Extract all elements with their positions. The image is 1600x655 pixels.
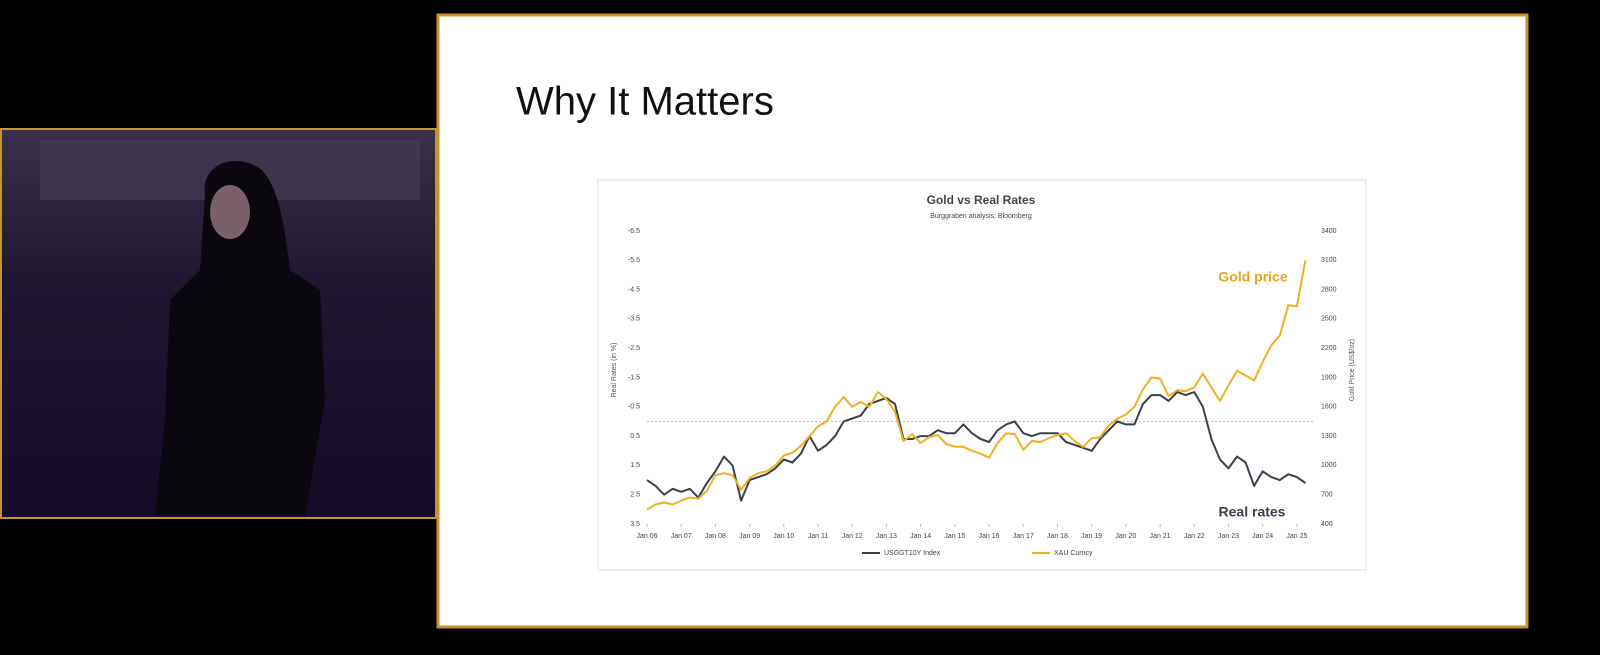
y-tick-label: -6.5 [628,228,640,235]
y2-tick-label: 3100 [1321,257,1337,264]
x-tick-label: Jan 07 [671,533,692,540]
y-tick-label: -2.5 [628,345,640,352]
x-tick-label: Jan 13 [876,533,897,540]
chart-title: Gold vs Real Rates [927,193,1036,207]
y-tick-label: 3.5 [630,521,640,528]
y2-tick-label: 1000 [1321,462,1337,469]
x-tick-label: Jan 24 [1252,533,1273,540]
x-tick-label: Jan 25 [1286,533,1307,540]
slide-title: Why It Matters [516,80,774,124]
x-tick-label: Jan 06 [636,533,657,540]
speaker-silhouette [155,160,325,516]
x-tick-label: Jan 11 [808,533,829,540]
y2-tick-label: 2200 [1321,345,1337,352]
y-tick-label: 0.5 [630,433,640,440]
y2-tick-label: 1600 [1321,404,1337,411]
series-line [646,391,1306,502]
series-line [646,260,1307,511]
x-tick-label: Jan 12 [842,533,863,540]
x-tick-label: Jan 22 [1184,533,1205,540]
x-tick-label: Jan 08 [705,533,726,540]
x-tick-label: Jan 18 [1047,533,1068,540]
y-tick-label: -4.5 [628,286,640,293]
y-tick-label: -3.5 [628,316,640,323]
x-tick-label: Jan 17 [1013,533,1034,540]
x-tick-label: Jan 16 [979,533,1000,540]
x-tick-label: Jan 19 [1081,533,1102,540]
legend-label: USGGT10Y Index [884,550,941,557]
y2-axis-label: Gold Price (US$/oz) [1349,339,1356,401]
y-tick-label: -5.5 [628,257,640,264]
x-tick-label: Jan 23 [1218,533,1239,540]
y2-tick-label: 2800 [1321,286,1337,293]
y2-tick-label: 700 [1321,492,1333,499]
y-axis-label: Real Rates (in %) [611,343,618,398]
x-tick-label: Jan 09 [739,533,760,540]
y-tick-label: 2.5 [630,492,640,499]
annotation: Gold price [1218,269,1287,285]
x-tick-label: Jan 14 [910,533,931,540]
chart-box [597,179,1367,571]
y-tick-label: 1.5 [630,462,640,469]
x-tick-label: Jan 20 [1115,533,1136,540]
x-tick-label: Jan 10 [773,533,794,540]
y-tick-label: -0.5 [628,404,640,411]
annotation: Real rates [1219,504,1286,520]
y2-tick-label: 2500 [1321,316,1337,323]
y-tick-label: -1.5 [628,374,640,381]
x-tick-label: Jan 21 [1150,533,1171,540]
y2-tick-label: 1300 [1321,433,1337,440]
x-tick-label: Jan 15 [944,533,965,540]
y2-tick-label: 3400 [1321,228,1337,235]
y2-tick-label: 1900 [1321,374,1337,381]
speaker-face [210,185,250,239]
speaker-video [0,128,437,519]
y2-tick-label: 400 [1321,521,1333,528]
legend-label: XAU Curncy [1054,550,1093,557]
chart-subtitle: Burggraben analysis; Bloomberg [930,213,1032,220]
